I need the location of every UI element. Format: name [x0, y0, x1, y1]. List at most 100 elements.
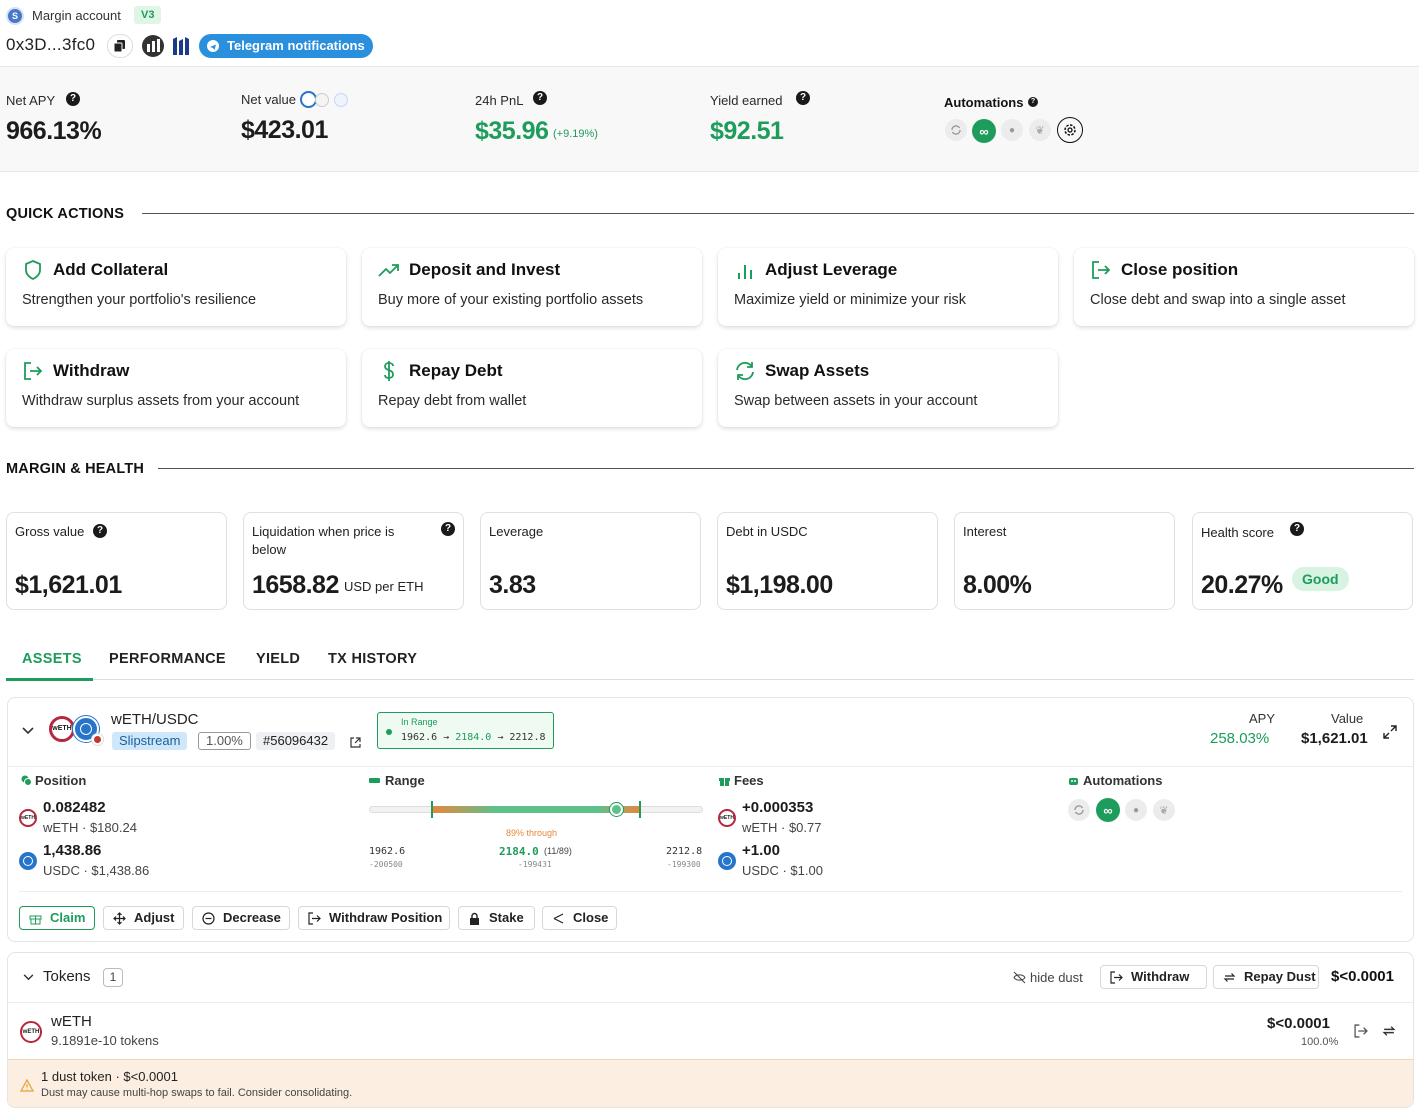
help-icon[interactable]: ? — [1290, 522, 1304, 536]
fee-usdc-sub: USDC · $1.00 — [742, 863, 823, 878]
interest-label: Interest — [963, 524, 1007, 539]
tab-yield[interactable]: YIELD — [256, 651, 301, 667]
lock-icon — [470, 912, 479, 925]
gross-value-card: Gross value ? $1,621.01 — [6, 512, 227, 610]
withdraw-token-icon[interactable] — [1354, 1024, 1368, 1038]
telegram-icon — [207, 40, 219, 52]
weth-token-icon: wETH — [20, 1021, 42, 1043]
auto-harvest-icon[interactable]: ● — [1001, 119, 1023, 141]
tokens-title: Tokens — [43, 968, 91, 985]
auto-compound-icon[interactable]: ∞ — [1096, 798, 1120, 822]
withdraw-tokens-button[interactable]: Withdraw — [1100, 965, 1207, 989]
net-apy-value: 966.13% — [6, 117, 102, 145]
stake-button[interactable]: Stake — [458, 906, 535, 930]
pnl-label: 24h PnL — [475, 93, 524, 108]
margin-health-title: MARGIN & HEALTH — [6, 461, 145, 477]
copy-address-button[interactable] — [107, 34, 133, 58]
shield-icon — [25, 260, 41, 281]
swap-token-icon[interactable] — [1382, 1024, 1396, 1038]
range-icon — [369, 778, 380, 783]
help-icon[interactable]: ? — [66, 92, 80, 106]
explorer-link-icon[interactable] — [171, 35, 191, 57]
debt-label: Debt in USDC — [726, 524, 808, 539]
apy-value: 258.03% — [1210, 730, 1270, 747]
robot-icon — [1069, 778, 1078, 785]
claim-button[interactable]: Claim — [19, 906, 95, 930]
tokens-panel: Tokens 1 hide dust Withdraw Repay Dust $… — [7, 952, 1414, 1108]
eye-off-icon — [1013, 971, 1026, 984]
automations-label: Automations — [1083, 773, 1163, 788]
help-icon[interactable]: ? — [796, 91, 810, 105]
position-value: $1,621.01 — [1301, 730, 1368, 747]
action-desc: Strengthen your portfolio's resilience — [22, 292, 257, 308]
net-value-token-icons — [300, 91, 350, 109]
token-row[interactable]: wETH wETH 9.1891e-10 tokens $<0.0001 100… — [8, 1003, 1413, 1058]
section-divider — [158, 468, 1414, 469]
action-close-position[interactable]: Close position Close debt and swap into … — [1074, 248, 1414, 326]
gear-icon — [1064, 124, 1076, 136]
auto-rebalance-icon[interactable] — [1068, 799, 1090, 821]
fee-tier-badge: 1.00% — [198, 732, 251, 750]
action-add-collateral[interactable]: Add Collateral Strengthen your portfolio… — [6, 248, 346, 326]
action-deposit-invest[interactable]: Deposit and Invest Buy more of your exis… — [362, 248, 702, 326]
help-icon[interactable]: ? — [441, 522, 455, 536]
adjust-button[interactable]: Adjust — [103, 906, 184, 930]
auto-leaf-icon[interactable]: ❦ — [1029, 119, 1051, 141]
active-tab-indicator — [6, 678, 93, 681]
weth-amount: 0.082482 — [43, 799, 106, 816]
action-desc: Swap between assets in your account — [734, 393, 978, 409]
tab-performance[interactable]: PERFORMANCE — [109, 651, 226, 667]
debank-link-icon[interactable] — [142, 35, 164, 57]
expand-icon[interactable] — [1383, 725, 1397, 739]
chain-icon — [91, 733, 104, 746]
tab-assets[interactable]: ASSETS — [22, 651, 82, 667]
action-adjust-leverage[interactable]: Adjust Leverage Maximize yield or minimi… — [718, 248, 1058, 326]
interest-value: 8.00% — [963, 571, 1032, 599]
chevron-down-icon[interactable] — [23, 974, 34, 981]
range-label: Range — [385, 773, 425, 788]
action-withdraw[interactable]: Withdraw Withdraw surplus assets from yo… — [6, 349, 346, 427]
help-icon[interactable]: ? — [1028, 97, 1038, 107]
gift-icon — [29, 915, 42, 925]
range-high: 2212.8 — [509, 732, 546, 743]
yield-label: Yield earned — [710, 93, 783, 108]
telegram-notifications-button[interactable]: Telegram notifications — [199, 34, 373, 58]
account-stats: Net APY ? 966.13% Net value $423.01 24h … — [0, 67, 1419, 172]
action-desc: Close debt and swap into a single asset — [1090, 292, 1346, 308]
withdraw-position-button[interactable]: Withdraw Position — [298, 906, 450, 930]
withdraw-icon — [24, 362, 43, 380]
auto-rebalance-icon[interactable] — [945, 119, 967, 141]
yield-value: $92.51 — [710, 117, 784, 145]
coins-icon — [21, 775, 32, 786]
range-current-marker — [610, 803, 624, 816]
auto-leaf-icon[interactable]: ❦ — [1153, 799, 1175, 821]
decrease-button[interactable]: Decrease — [192, 906, 290, 930]
warning-icon — [20, 1079, 34, 1092]
auto-harvest-icon[interactable]: ● — [1125, 799, 1147, 821]
help-icon[interactable]: ? — [93, 524, 107, 538]
quick-actions-title: QUICK ACTIONS — [6, 206, 125, 222]
withdraw-icon — [1110, 971, 1123, 984]
action-repay-debt[interactable]: Repay Debt Repay debt from wallet — [362, 349, 702, 427]
action-desc: Repay debt from wallet — [378, 393, 527, 409]
tabs-underline — [6, 679, 1414, 680]
section-divider — [8, 766, 1413, 767]
range-status-box: In Range 1962.6 → 2184.0 → 2212.8 — [377, 712, 554, 749]
fee-weth-sub: wETH · $0.77 — [742, 820, 822, 835]
fee-weth: +0.000353 — [742, 799, 814, 816]
auto-compound-icon[interactable]: ∞ — [972, 119, 996, 143]
gift-icon — [719, 778, 730, 786]
help-icon[interactable]: ? — [533, 91, 547, 105]
tab-tx-history[interactable]: TX HISTORY — [328, 651, 418, 667]
automation-settings-button[interactable] — [1057, 117, 1083, 143]
repay-dust-button[interactable]: Repay Dust — [1213, 965, 1319, 989]
external-link-icon[interactable] — [350, 737, 361, 748]
tick-current: -199431 — [518, 860, 552, 869]
chevron-down-icon[interactable] — [22, 727, 34, 735]
fee-usdc: +1.00 — [742, 842, 780, 859]
tokens-total: $<0.0001 — [1331, 968, 1394, 985]
range-status: In Range — [401, 717, 438, 727]
close-button[interactable]: Close — [542, 906, 617, 930]
action-swap-assets[interactable]: Swap Assets Swap between assets in your … — [718, 349, 1058, 427]
liquidation-unit: USD per ETH — [344, 579, 424, 594]
